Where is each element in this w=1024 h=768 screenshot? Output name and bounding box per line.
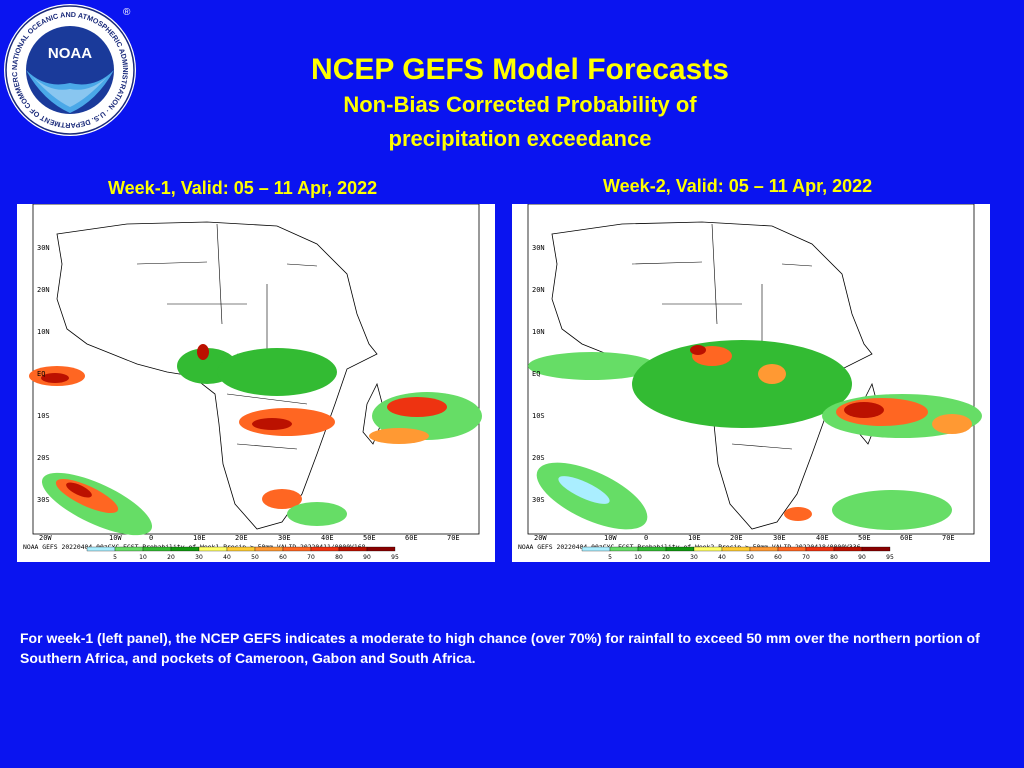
lat-label: 30N xyxy=(532,244,545,252)
colorbar-swatch xyxy=(142,546,172,552)
lon-label: 40E xyxy=(816,534,829,542)
colorbar-label: 70 xyxy=(802,554,810,561)
page-title: NCEP GEFS Model Forecasts xyxy=(311,53,729,86)
page-subtitle-line2: precipitation exceedance xyxy=(388,126,652,151)
lat-label: 20S xyxy=(37,454,50,462)
lon-label: 20W xyxy=(534,534,547,542)
lon-label: 10W xyxy=(109,534,122,542)
week1-label: Week-1, Valid: 05 – 11 Apr, 2022 xyxy=(108,178,378,198)
week2-label: Week-2, Valid: 05 – 11 Apr, 2022 xyxy=(603,176,873,196)
colorbar-label: 10 xyxy=(634,554,642,561)
lon-label: 30E xyxy=(278,534,291,542)
colorbar-label: 40 xyxy=(223,554,231,561)
colorbar-swatch xyxy=(777,546,807,552)
colorbar-label: 80 xyxy=(830,554,838,561)
lon-label: 20W xyxy=(39,534,52,542)
colorbar-swatch xyxy=(114,546,144,552)
lat-label: 20S xyxy=(532,454,545,462)
logo-text: NOAA xyxy=(48,45,92,62)
lon-label: 0 xyxy=(149,534,153,542)
colorbar-label: 90 xyxy=(858,554,866,561)
page-subtitle-line1: Non-Bias Corrected Probability of xyxy=(343,92,697,117)
colorbar-swatch xyxy=(170,546,200,552)
colorbar-swatch xyxy=(693,546,723,552)
lat-label: 10N xyxy=(37,328,50,336)
colorbar-swatch xyxy=(198,546,228,552)
colorbar-swatch xyxy=(749,546,779,552)
colorbar-swatch xyxy=(665,546,695,552)
lat-label: 10S xyxy=(532,412,545,420)
colorbar-swatch xyxy=(86,546,116,552)
colorbar-label: 40 xyxy=(718,554,726,561)
lon-label: 10W xyxy=(604,534,617,542)
lon-label: 60E xyxy=(405,534,418,542)
colorbar-label: 50 xyxy=(251,554,259,561)
lon-label: 10E xyxy=(193,534,206,542)
lon-label: 30E xyxy=(773,534,786,542)
colorbar-label: 30 xyxy=(195,554,203,561)
colorbar-label: 20 xyxy=(662,554,670,561)
caption: For week-1 (left panel), the NCEP GEFS i… xyxy=(20,630,980,666)
lon-label: 10E xyxy=(688,534,701,542)
lon-label: 20E xyxy=(235,534,248,542)
lon-label: 40E xyxy=(321,534,334,542)
lon-label: 50E xyxy=(363,534,376,542)
colorbar-label: 5 xyxy=(113,554,117,561)
colorbar-swatch xyxy=(581,546,611,552)
lon-label: 70E xyxy=(447,534,460,542)
lat-label: 10N xyxy=(532,328,545,336)
colorbar-swatch xyxy=(833,546,863,552)
colorbar-swatch xyxy=(805,546,835,552)
week1-forecast-map: 30N 20N 10N EQ 10S 20S 30S 20W 10W 0 10E… xyxy=(17,204,495,562)
lon-label: 70E xyxy=(942,534,955,542)
header: NCEP GEFS Model Forecasts Non-Bias Corre… xyxy=(210,52,830,156)
colorbar-swatch xyxy=(861,546,891,552)
colorbar-swatch xyxy=(609,546,639,552)
colorbar-label: 80 xyxy=(335,554,343,561)
colorbar-swatch xyxy=(721,546,751,552)
lat-label: EQ xyxy=(37,370,45,378)
lat-label: 20N xyxy=(37,286,50,294)
colorbar-label: 60 xyxy=(279,554,287,561)
colorbar-swatch xyxy=(226,546,256,552)
lon-label: 50E xyxy=(858,534,871,542)
noaa-logo: NOAA NATIONAL OCEANIC AND ATMOSPHERIC AD… xyxy=(3,3,136,136)
colorbar-swatch xyxy=(366,546,396,552)
colorbar-label: 30 xyxy=(690,554,698,561)
lat-label: 30S xyxy=(37,496,50,504)
lat-label: EQ xyxy=(532,370,540,378)
colorbar-swatch xyxy=(254,546,284,552)
colorbar-label: 5 xyxy=(608,554,612,561)
colorbar-label: 95 xyxy=(886,554,894,561)
lat-label: 30N xyxy=(37,244,50,252)
colorbar-swatch xyxy=(637,546,667,552)
colorbar-label: 95 xyxy=(391,554,399,561)
lat-label: 30S xyxy=(532,496,545,504)
colorbar-label: 50 xyxy=(746,554,754,561)
colorbar-label: 60 xyxy=(774,554,782,561)
colorbar-swatch xyxy=(310,546,340,552)
colorbar-label: 90 xyxy=(363,554,371,561)
colorbar-swatch xyxy=(338,546,368,552)
lat-label: 10S xyxy=(37,412,50,420)
lon-label: 60E xyxy=(900,534,913,542)
lat-label: 20N xyxy=(532,286,545,294)
lon-label: 0 xyxy=(644,534,648,542)
week2-forecast-map: 30N 20N 10N EQ 10S 20S 30S 20W 10W 0 10E… xyxy=(512,204,990,562)
colorbar-label: 70 xyxy=(307,554,315,561)
lon-label: 20E xyxy=(730,534,743,542)
colorbar-swatch xyxy=(282,546,312,552)
colorbar-label: 20 xyxy=(167,554,175,561)
registered-mark: ® xyxy=(123,7,131,18)
colorbar-label: 10 xyxy=(139,554,147,561)
